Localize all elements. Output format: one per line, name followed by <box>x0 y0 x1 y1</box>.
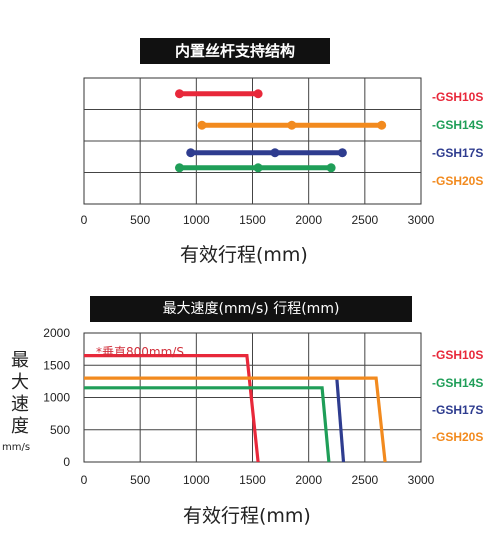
bottom-x-tick-label: 2500 <box>351 473 378 487</box>
bottom-x-tick-label: 2000 <box>295 473 322 487</box>
range-point--GSH10S <box>253 89 263 99</box>
top-x-tick-label: 1000 <box>183 213 210 227</box>
top-x-tick-label: 3000 <box>408 213 435 227</box>
legend-top-gsh17s: -GSH17S <box>432 146 484 160</box>
top-x-tick-label: 0 <box>81 213 88 227</box>
top-x-tick-label: 2000 <box>295 213 322 227</box>
range-point--GSH10S <box>174 89 184 99</box>
bottom-x-tick-label: 1000 <box>183 473 210 487</box>
y-label-char: 速 <box>11 394 29 415</box>
legend-bottom-gsh20s: -GSH20S <box>432 430 484 444</box>
bottom-x-tick-label: 500 <box>130 473 150 487</box>
legend-top-gsh14s: -GSH14S <box>432 118 484 132</box>
speed-line--GSH17S <box>335 377 346 463</box>
bottom-y-axis-unit: mm/s <box>2 442 31 453</box>
top-x-axis-label: 有效行程(mm) <box>180 244 308 266</box>
range-point--GSH17S <box>337 148 347 158</box>
y-label-char: 大 <box>11 372 29 393</box>
y-label-char: 最 <box>11 350 29 371</box>
bottom-chart-title: 最大速度(mm/s) 行程(mm) <box>90 296 412 322</box>
legend-top-gsh10s: -GSH10S <box>432 90 484 104</box>
range-point--GSH14S <box>326 163 336 173</box>
legend-bottom-gsh14s: -GSH14S <box>432 376 484 390</box>
range-point--GSH17S <box>270 148 280 158</box>
top-x-tick-label: 1500 <box>239 213 266 227</box>
bottom-y-tick-label: 0 <box>63 455 70 469</box>
top-chart-title: 内置丝杆支持结构 <box>140 38 330 64</box>
range-point--GSH20S <box>287 120 297 130</box>
vertical-speed-note: *垂直800mm/S <box>96 345 184 359</box>
range-point--GSH14S <box>174 163 184 173</box>
bottom-y-tick-label: 2000 <box>43 326 70 340</box>
legend-bottom-gsh10s: -GSH10S <box>432 348 484 362</box>
bottom-x-tick-label: 3000 <box>408 473 435 487</box>
bottom-y-tick-label: 1500 <box>43 358 70 372</box>
bottom-y-axis-label: 最 大 速 度 <box>6 350 34 438</box>
bottom-x-tick-label: 0 <box>81 473 88 487</box>
range-point--GSH17S <box>186 148 196 158</box>
legend-top-gsh20s: -GSH20S <box>432 174 484 188</box>
bottom-y-tick-label: 500 <box>50 423 70 437</box>
range-point--GSH20S <box>197 120 207 130</box>
speed-line--GSH10S <box>84 354 260 463</box>
top-x-tick-label: 500 <box>130 213 150 227</box>
range-point--GSH20S <box>377 120 387 130</box>
legend-bottom-gsh17s: -GSH17S <box>432 403 484 417</box>
bottom-x-tick-label: 1500 <box>239 473 266 487</box>
y-label-char: 度 <box>11 416 29 437</box>
speed-line--GSH14S <box>84 386 331 463</box>
range-point--GSH14S <box>253 163 263 173</box>
top-x-tick-label: 2500 <box>351 213 378 227</box>
speed-line--GSH20S <box>84 376 387 463</box>
bottom-y-tick-label: 1000 <box>43 391 70 405</box>
bottom-x-axis-label: 有效行程(mm) <box>183 505 311 527</box>
